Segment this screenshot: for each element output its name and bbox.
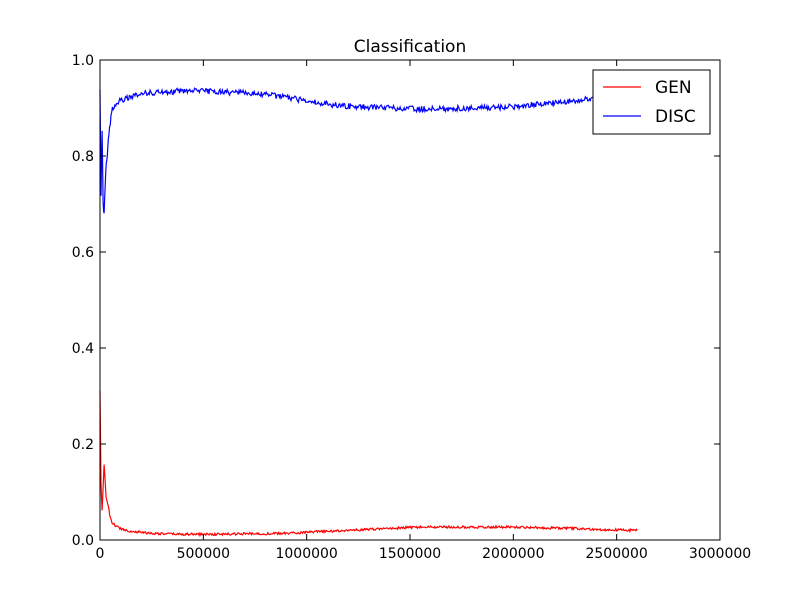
x-tick-label: 2000000 [482, 546, 544, 562]
series-line-disc [99, 87, 597, 214]
series-layer [99, 87, 638, 537]
x-tick-label: 1500000 [379, 546, 441, 562]
x-tick-label: 1000000 [275, 546, 337, 562]
y-axis: 0.0 0.2 0.4 0.6 0.8 1.0 [72, 53, 720, 549]
x-tick-label: 2500000 [585, 546, 647, 562]
y-tick-label: 0.0 [72, 533, 94, 549]
y-tick-label: 0.8 [72, 149, 94, 165]
x-tick-label: 3000000 [689, 546, 751, 562]
legend-label-disc: DISC [655, 107, 696, 127]
legend: GEN DISC [592, 69, 711, 135]
y-tick-label: 1.0 [72, 53, 94, 69]
x-tick-label: 500000 [177, 546, 230, 562]
y-tick-label: 0.2 [72, 437, 94, 453]
y-tick-label: 0.6 [72, 245, 94, 261]
x-tick-label: 0 [96, 546, 105, 562]
legend-label-gen: GEN [655, 78, 692, 98]
x-axis: 0 500000 1000000 1500000 2000000 2500000 30000… [96, 60, 751, 562]
series-line-gen [99, 390, 638, 537]
y-tick-label: 0.4 [72, 341, 94, 357]
chart-title: Classification [354, 37, 466, 57]
legend-box [592, 69, 711, 135]
